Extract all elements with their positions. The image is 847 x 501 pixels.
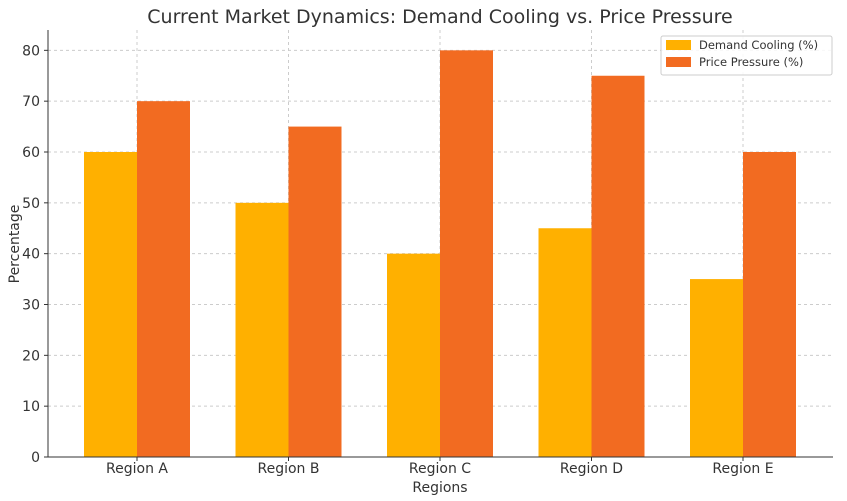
legend-swatch bbox=[666, 57, 691, 67]
bar-series-1-3 bbox=[387, 253, 440, 457]
x-tick-label: Region E bbox=[712, 461, 773, 477]
y-tick-label: 60 bbox=[22, 145, 40, 161]
y-tick-label: 70 bbox=[22, 94, 40, 110]
bar-series-1-5 bbox=[690, 279, 743, 457]
x-ticks: Region A Region B Region C Region D Region E bbox=[106, 457, 774, 477]
x-tick-label: Region B bbox=[258, 461, 320, 477]
x-tick-label: Region C bbox=[409, 461, 471, 477]
bar-series-1-4 bbox=[538, 228, 592, 457]
x-axis-label: Regions bbox=[412, 480, 467, 496]
x-tick-label: Region A bbox=[106, 461, 168, 477]
bar-series-2-5 bbox=[743, 152, 796, 457]
series-2-bars bbox=[137, 50, 796, 458]
y-tick-label: 10 bbox=[22, 399, 40, 415]
bar-series-2-4 bbox=[591, 75, 645, 457]
bars bbox=[84, 50, 796, 458]
y-tick-label: 20 bbox=[22, 348, 40, 364]
y-tick-label: 40 bbox=[22, 247, 40, 263]
y-ticks: 0 10 20 30 40 50 60 70 80 bbox=[22, 43, 48, 466]
bar-series-1-2 bbox=[235, 202, 289, 457]
x-tick-label: Region D bbox=[560, 461, 623, 477]
bar-series-2-3 bbox=[440, 50, 493, 457]
legend-swatch bbox=[666, 40, 691, 50]
series-1-bars bbox=[84, 152, 743, 457]
y-axis-label: Percentage bbox=[7, 205, 23, 284]
y-tick-label: 80 bbox=[22, 43, 40, 59]
legend-label: Price Pressure (%) bbox=[699, 55, 803, 69]
y-tick-label: 30 bbox=[22, 298, 40, 314]
legend-box bbox=[660, 35, 833, 76]
bar-series-2-1 bbox=[137, 101, 190, 458]
y-tick-label: 0 bbox=[31, 450, 40, 466]
y-tick-label: 50 bbox=[22, 196, 40, 212]
legend: Demand Cooling (%) Price Pressure (%) bbox=[660, 35, 833, 76]
chart-title: Current Market Dynamics: Demand Cooling … bbox=[147, 6, 732, 28]
legend-label: Demand Cooling (%) bbox=[699, 38, 818, 52]
bar-series-2-2 bbox=[288, 126, 342, 457]
bar-series-1-1 bbox=[84, 152, 137, 457]
